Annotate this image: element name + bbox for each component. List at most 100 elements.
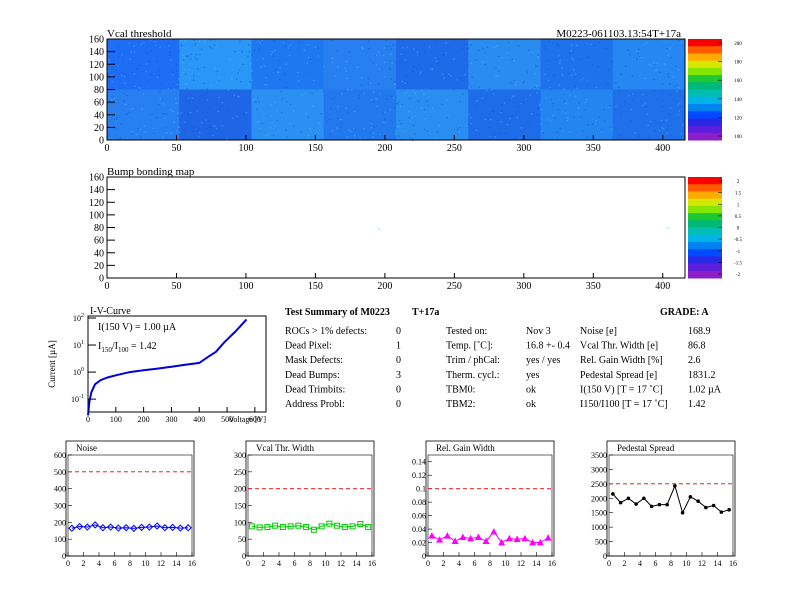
pixel-noise	[221, 125, 224, 127]
pixel-noise	[166, 132, 168, 134]
pixel-noise	[390, 95, 392, 97]
pixel-noise	[562, 111, 565, 113]
y-tick-label: 200	[234, 485, 246, 494]
summary-label: Dead Bumps:	[285, 370, 340, 381]
pixel-noise	[168, 45, 170, 47]
pixel-noise	[659, 71, 661, 74]
pixel-noise	[260, 66, 262, 68]
pixel-noise	[563, 93, 565, 95]
pixel-noise	[586, 80, 588, 82]
x-tick-label: 16	[548, 559, 556, 568]
summary-value: ok	[526, 399, 536, 410]
pixel-noise	[606, 83, 608, 85]
pixel-noise	[511, 97, 513, 99]
pixel-noise	[625, 65, 627, 67]
pixel-noise	[525, 98, 527, 100]
data-point	[634, 502, 638, 506]
colorbar-label: 140	[734, 98, 742, 103]
pixel-noise	[517, 138, 520, 140]
pixel-noise	[662, 83, 664, 85]
summary-temp-tag: T+17a	[412, 307, 439, 318]
pixel-noise	[495, 75, 497, 77]
pixel-noise	[580, 138, 582, 140]
pixel-noise	[358, 97, 361, 99]
pixel-noise	[122, 57, 125, 59]
iv-x-tick-label: 300	[165, 415, 177, 424]
x-tick-label: 10	[502, 559, 510, 568]
pixel-noise	[353, 110, 356, 113]
pixel-noise	[570, 44, 573, 46]
pixel-noise	[424, 118, 426, 120]
chart-box	[245, 440, 375, 557]
data-point	[688, 495, 693, 499]
pixel-noise	[550, 98, 553, 101]
pixel-noise	[674, 85, 676, 87]
pixel-noise	[134, 85, 136, 87]
data-point	[451, 537, 459, 544]
pixel-noise	[584, 109, 587, 111]
pixel-noise	[243, 114, 246, 116]
pixel-noise	[185, 55, 188, 57]
pixel-noise	[487, 46, 489, 48]
pixel-noise	[548, 41, 550, 43]
pixel-noise	[403, 130, 406, 132]
pixel-noise	[140, 43, 143, 45]
pixel-noise	[384, 76, 386, 78]
pixel-noise	[655, 62, 657, 65]
pixel-noise	[455, 79, 457, 81]
pixel-noise	[639, 55, 641, 58]
pixel-noise	[665, 119, 667, 121]
colorbar-swatch	[688, 53, 722, 62]
pixel-noise	[156, 60, 159, 62]
pixel-noise	[284, 73, 286, 75]
pixel-noise	[514, 137, 517, 140]
y-tick-label: 0.02	[412, 539, 426, 548]
pixel-noise	[413, 48, 415, 50]
roc-block	[107, 39, 180, 90]
pixel-noise	[137, 127, 139, 130]
pixel-noise	[117, 57, 119, 59]
pixel-noise	[598, 42, 600, 44]
pixel-noise	[258, 127, 261, 130]
pixel-noise	[426, 130, 429, 132]
pixel-noise	[615, 105, 617, 107]
pixel-noise	[406, 81, 409, 84]
pixel-noise	[123, 75, 126, 78]
pixel-noise	[371, 136, 374, 138]
data-point	[91, 521, 99, 529]
pixel-noise	[120, 136, 122, 139]
test-summary-panel: Test Summary of M0223 T+17a GRADE: A ROC…	[285, 307, 722, 410]
pixel-noise	[128, 42, 131, 44]
pixel-noise	[375, 64, 378, 66]
pixel-noise	[555, 58, 557, 61]
summary-label: I150/I100 [T = 17 ˚C]	[580, 399, 668, 410]
series-line	[71, 524, 189, 529]
x-tick-label: 4	[277, 559, 281, 568]
pixel-noise	[586, 136, 588, 138]
pixel-noise	[347, 112, 349, 114]
pixel-noise	[203, 39, 206, 41]
y-tick-label: 3000	[591, 465, 607, 474]
bump-map-frame	[106, 176, 686, 279]
pixel-noise	[642, 105, 644, 107]
pixel-noise	[193, 56, 195, 59]
y-tick-label: 20	[94, 261, 104, 272]
pixel-noise	[517, 45, 520, 47]
pixel-noise	[279, 67, 281, 69]
ratio-den: /I	[112, 341, 118, 352]
pixel-noise	[618, 86, 620, 88]
pixel-noise	[394, 83, 396, 85]
x-tick-label: 4	[638, 559, 642, 568]
pixel-noise	[373, 126, 375, 128]
pixel-noise	[197, 68, 199, 70]
pixel-noise	[265, 77, 267, 79]
pixel-noise	[176, 70, 178, 72]
pixel-noise	[421, 89, 423, 92]
x-tick-label: 12	[337, 559, 345, 568]
pixel-noise	[158, 69, 160, 72]
y-tick-label: 100	[234, 518, 246, 527]
pixel-noise	[586, 57, 589, 59]
pixel-noise	[400, 105, 402, 107]
summary-value: 2.6	[688, 355, 701, 366]
pixel-noise	[647, 124, 649, 127]
